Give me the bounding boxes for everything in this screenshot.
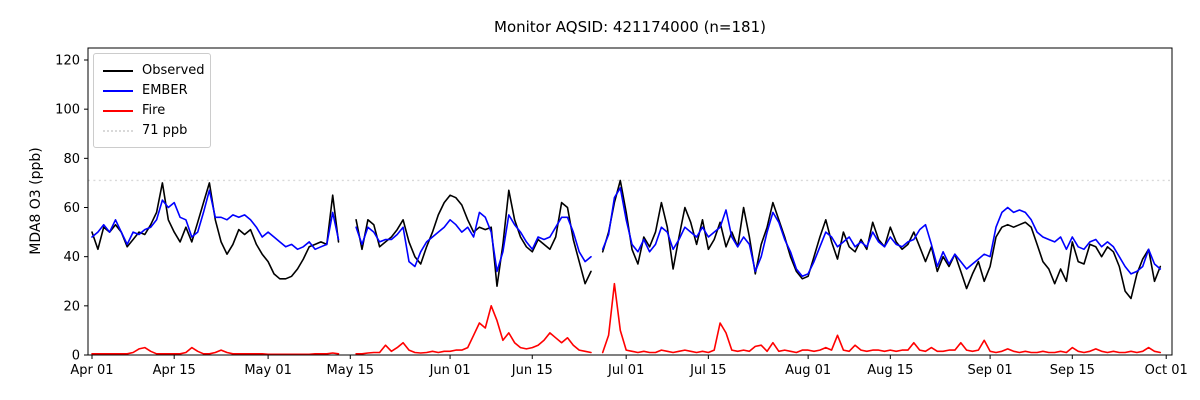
x-tick-label: Sep 15 (1050, 363, 1095, 378)
ember-line-swatch (103, 90, 133, 92)
legend-item-ember: EMBER (103, 81, 201, 101)
y-tick-label: 40 (63, 250, 80, 265)
x-tick-label: Jun 15 (511, 363, 553, 378)
y-tick-label: 20 (63, 299, 80, 314)
legend-label-ember: EMBER (142, 83, 188, 98)
legend-label-threshold: 71 ppb (142, 123, 188, 138)
x-tick-label: Aug 01 (785, 363, 831, 378)
legend-item-observed: Observed (103, 61, 205, 81)
legend-label-fire: Fire (142, 103, 166, 118)
observed-line-swatch (103, 70, 133, 72)
y-tick-label: 120 (55, 54, 80, 69)
series-line-observed (91, 179, 1162, 300)
x-tick-label: Apr 15 (153, 363, 196, 378)
chart-title: Monitor AQSID: 421174000 (n=181) (494, 18, 766, 36)
plot-border (87, 47, 1173, 356)
x-tick-label: Sep 01 (968, 363, 1013, 378)
y-tick-label: 60 (63, 201, 80, 216)
x-tick-label: Aug 15 (867, 363, 913, 378)
x-tick-label: May 15 (326, 363, 374, 378)
x-tick-label: May 01 (244, 363, 292, 378)
series-line-ember (91, 187, 1162, 278)
x-tick-label: Jul 15 (689, 363, 726, 378)
series-line-fire (91, 282, 1162, 356)
x-tick-label: Apr 01 (70, 363, 113, 378)
x-tick-label: Jul 01 (607, 363, 644, 378)
fire-line-swatch (103, 110, 133, 112)
y-tick-label: 80 (63, 152, 80, 167)
x-tick-label: Oct 01 (1145, 363, 1188, 378)
legend-item-threshold: 71 ppb (103, 121, 201, 141)
legend-label-observed: Observed (142, 63, 205, 78)
legend: Observed EMBER Fire 71 ppb (93, 53, 211, 148)
y-tick-label: 100 (55, 103, 80, 118)
x-tick-label: Jun 01 (429, 363, 471, 378)
y-tick-label: 0 (72, 349, 80, 364)
threshold-line-swatch (103, 130, 133, 132)
legend-item-fire: Fire (103, 101, 201, 121)
